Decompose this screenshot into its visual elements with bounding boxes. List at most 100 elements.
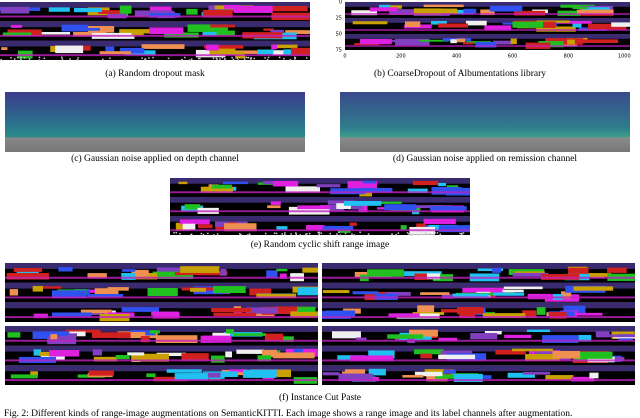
segment — [257, 49, 274, 55]
segment — [563, 305, 586, 313]
segment — [417, 305, 435, 313]
segment — [351, 10, 378, 16]
segment — [607, 267, 627, 273]
segment — [272, 180, 299, 187]
segment — [215, 226, 230, 231]
segment — [213, 312, 257, 317]
noise — [439, 233, 442, 236]
noise — [338, 231, 340, 234]
segment — [459, 312, 476, 319]
noise — [219, 58, 221, 60]
ground — [0, 54, 310, 57]
segment — [570, 312, 603, 316]
segment — [452, 293, 489, 299]
noise — [243, 58, 246, 60]
noise — [418, 234, 420, 236]
segment — [597, 334, 635, 338]
segment — [462, 287, 505, 293]
segment — [234, 5, 273, 13]
segment — [266, 270, 278, 278]
noise — [359, 231, 361, 234]
x-tick-label: 400 — [452, 54, 462, 60]
noise — [109, 57, 111, 60]
noise — [329, 232, 332, 235]
segment — [285, 186, 321, 193]
segment — [338, 373, 373, 382]
noise — [294, 58, 296, 60]
segment — [270, 201, 281, 205]
segment — [576, 9, 614, 15]
noise — [434, 231, 436, 234]
noise — [266, 58, 269, 61]
y-tick-label: 25 — [336, 16, 342, 22]
segment — [440, 350, 473, 356]
segment — [224, 223, 257, 232]
segment — [394, 38, 430, 46]
segment — [181, 353, 209, 361]
segment — [290, 311, 318, 318]
segment — [588, 23, 627, 30]
x-tick-label: 1000 — [618, 54, 631, 60]
segment — [306, 225, 325, 231]
segment — [538, 41, 564, 48]
segment — [263, 28, 274, 31]
ground — [345, 29, 630, 31]
segment — [206, 44, 219, 51]
noise — [167, 57, 170, 60]
noise — [336, 233, 338, 235]
noise — [305, 57, 308, 59]
segment — [347, 181, 378, 189]
noise — [408, 233, 410, 235]
segment — [73, 7, 102, 13]
noise — [318, 233, 320, 236]
noise — [320, 232, 323, 234]
segment — [293, 348, 303, 354]
segment — [0, 6, 30, 14]
segment — [316, 184, 341, 188]
segment — [233, 306, 241, 310]
segment — [560, 4, 595, 8]
segment — [153, 376, 188, 382]
segment — [388, 313, 420, 317]
segment — [331, 331, 361, 339]
segment — [553, 20, 592, 24]
noise — [284, 232, 286, 234]
strip-sky — [170, 197, 470, 203]
caption-b: (b) CoarseDropout of Albumentations libr… — [374, 68, 546, 79]
segment — [65, 329, 101, 333]
segment — [347, 205, 363, 210]
noise — [461, 233, 463, 235]
segment — [146, 373, 156, 378]
segment — [359, 187, 393, 193]
noise — [391, 233, 393, 235]
segment — [200, 186, 233, 193]
segment — [10, 24, 22, 28]
segment — [263, 181, 277, 185]
segment — [297, 287, 318, 296]
segment — [222, 181, 248, 185]
noise — [290, 233, 292, 235]
strip-sky — [345, 18, 630, 23]
noise — [123, 59, 126, 61]
ground — [5, 316, 318, 319]
strip-sky — [322, 302, 635, 309]
segment — [257, 355, 272, 362]
segment — [190, 287, 206, 292]
noise — [281, 233, 284, 235]
noise — [28, 58, 31, 60]
ground — [170, 191, 470, 194]
strip-sky — [322, 263, 635, 269]
segment — [352, 21, 388, 25]
segment — [178, 181, 188, 185]
noise — [295, 232, 297, 234]
ground — [322, 379, 635, 382]
segment — [149, 330, 160, 334]
segment — [276, 268, 288, 272]
ground — [322, 296, 635, 299]
noise — [306, 233, 308, 235]
strip-sky — [170, 216, 470, 222]
segment — [155, 335, 198, 344]
segment — [423, 218, 456, 225]
noise — [344, 232, 347, 235]
